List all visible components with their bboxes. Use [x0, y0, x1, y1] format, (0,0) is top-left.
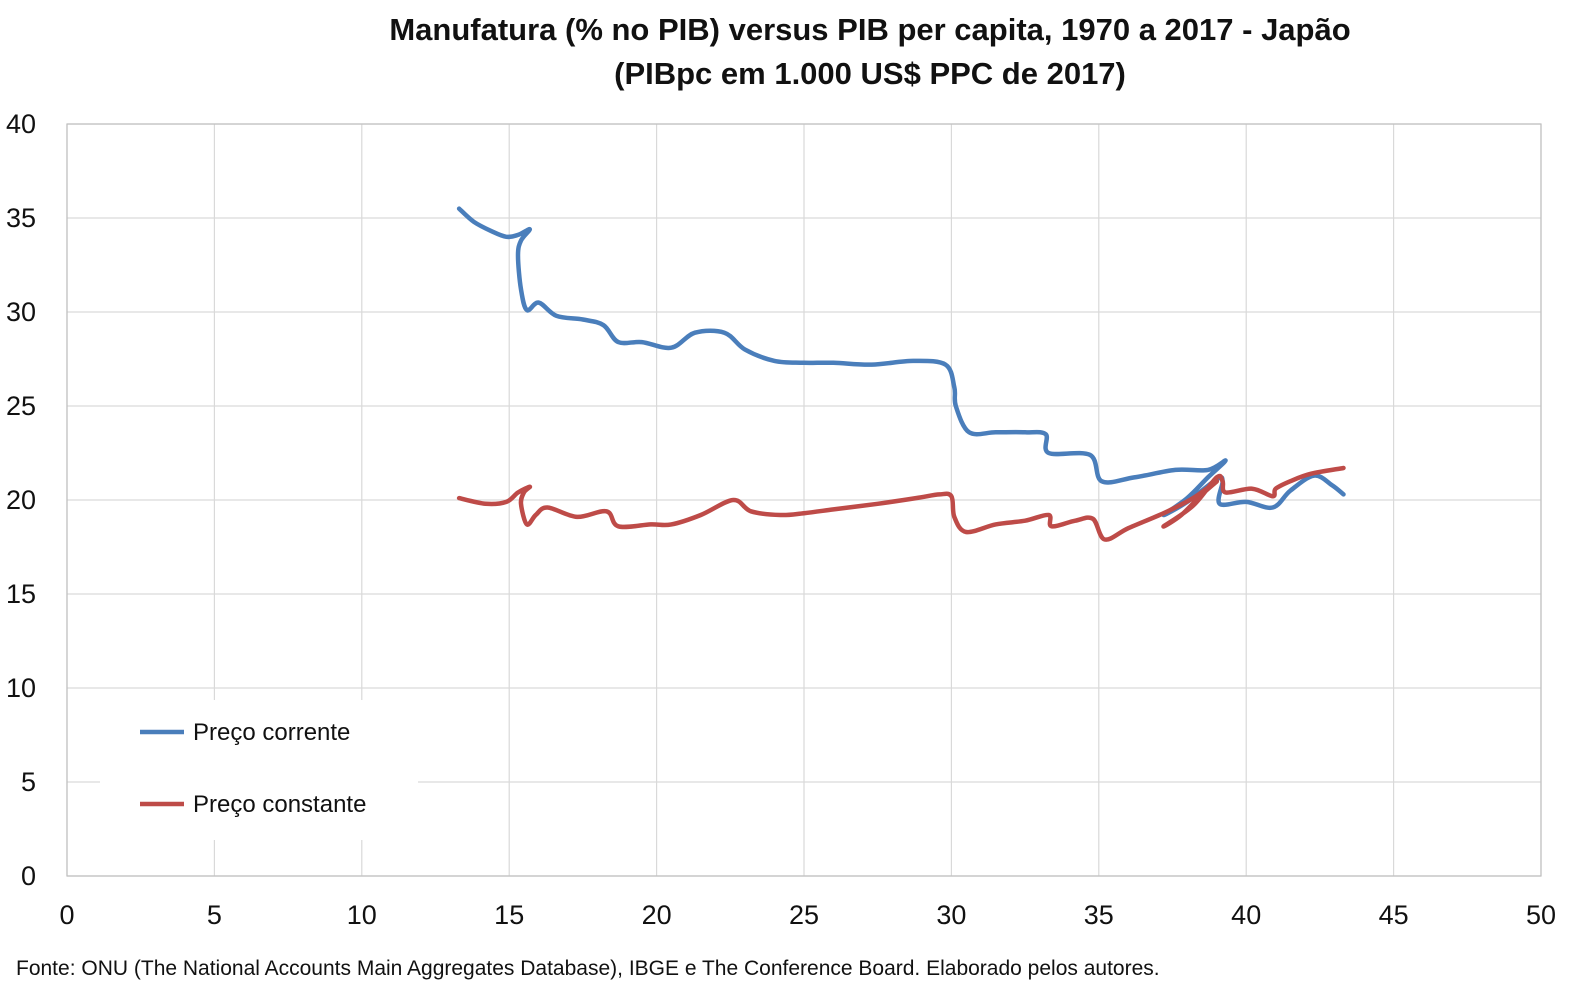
series-line-preco-constante — [456, 465, 1346, 542]
x-tick-label: 40 — [1231, 900, 1261, 930]
legend-label-preco-constante: Preço constante — [193, 791, 366, 818]
y-tick-label: 20 — [6, 485, 36, 515]
y-tick-label: 35 — [6, 203, 36, 233]
legend: Preço corrente Preço constante — [100, 700, 418, 840]
y-axis-tick-labels: 0 5 10 15 20 25 30 35 40 — [6, 109, 36, 891]
y-tick-label: 0 — [21, 861, 36, 891]
x-tick-label: 50 — [1526, 900, 1556, 930]
x-tick-label: 30 — [936, 900, 966, 930]
y-tick-label: 10 — [6, 673, 36, 703]
x-axis-tick-labels: 0 5 10 15 20 25 30 35 40 45 50 — [59, 900, 1556, 930]
x-tick-label: 5 — [207, 900, 222, 930]
chart-title-line2: (PIBpc em 1.000 US$ PPC de 2017) — [614, 56, 1126, 91]
x-tick-label: 25 — [789, 900, 819, 930]
legend-box — [100, 700, 418, 840]
y-tick-label: 40 — [6, 109, 36, 139]
x-tick-label: 35 — [1084, 900, 1114, 930]
series-lines — [456, 206, 1346, 542]
x-tick-label: 10 — [347, 900, 377, 930]
plot-area-border — [66, 123, 1542, 877]
x-tick-label: 20 — [642, 900, 672, 930]
y-tick-label: 25 — [6, 391, 36, 421]
y-tick-label: 30 — [6, 297, 36, 327]
x-tick-label: 15 — [494, 900, 524, 930]
y-tick-label: 15 — [6, 579, 36, 609]
source-note: Fonte: ONU (The National Accounts Main A… — [16, 957, 1160, 980]
x-tick-label: 45 — [1379, 900, 1409, 930]
y-tick-label: 5 — [21, 767, 36, 797]
legend-label-preco-corrente: Preço corrente — [193, 719, 350, 746]
x-tick-label: 0 — [59, 900, 74, 930]
chart-title-line1: Manufatura (% no PIB) versus PIB per cap… — [389, 12, 1350, 47]
